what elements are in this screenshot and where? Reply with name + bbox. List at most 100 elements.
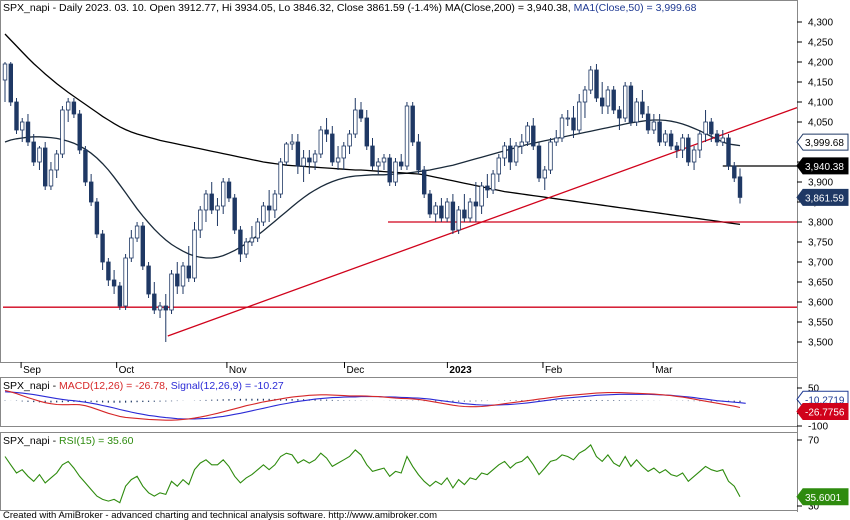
candle-up xyxy=(381,157,387,163)
candle-down xyxy=(25,121,31,143)
candle-down xyxy=(410,105,415,143)
close-badge: 3,861.59 xyxy=(796,188,849,206)
candle-up xyxy=(444,201,450,219)
ma50-badge-shape xyxy=(796,133,849,151)
time-tick-label: Feb xyxy=(545,365,563,376)
candle-up xyxy=(203,193,209,211)
rsi-tick-label: 70 xyxy=(808,436,820,447)
price-tick-label: 3,550 xyxy=(808,318,833,329)
candle-up xyxy=(347,133,352,147)
candle-down xyxy=(370,145,375,167)
candle-up xyxy=(60,109,65,155)
candle-down xyxy=(594,69,599,99)
candle-up xyxy=(697,133,702,151)
candle-down xyxy=(175,273,180,287)
candle-down xyxy=(536,145,542,179)
candle-up xyxy=(703,121,708,135)
candle-down xyxy=(628,85,634,123)
candle-up xyxy=(37,147,42,163)
macd-badge: -26.7756 xyxy=(796,402,849,420)
candle-down xyxy=(387,157,392,183)
price-tick-label: 4,300 xyxy=(808,18,833,29)
candle-down xyxy=(83,149,88,183)
candle-down xyxy=(450,201,456,231)
candle-up xyxy=(220,181,226,207)
candle-down xyxy=(71,101,77,115)
time-tick-label: Dec xyxy=(347,365,365,376)
macd-tick-label: -100 xyxy=(808,422,828,433)
candles xyxy=(2,62,743,342)
candle-up xyxy=(249,237,255,243)
price-tick-label: 4,050 xyxy=(808,118,833,129)
candle-down xyxy=(611,89,616,111)
candle-up xyxy=(651,121,657,131)
candle-up xyxy=(588,69,593,91)
rsi-line xyxy=(4,444,741,504)
candle-up xyxy=(66,101,71,111)
candle-down xyxy=(31,141,36,163)
candle-down xyxy=(186,265,191,279)
ma50-line xyxy=(4,119,741,259)
candle-down xyxy=(106,261,111,281)
candle-up xyxy=(353,109,358,135)
candle-up xyxy=(433,205,438,215)
candle-up xyxy=(404,105,410,167)
candle-down xyxy=(140,225,145,267)
candle-down xyxy=(117,285,123,307)
candle-up xyxy=(318,129,323,155)
candle-up xyxy=(519,141,524,147)
candle-up xyxy=(582,89,588,103)
rsi-header: SPX_napi - RSI(15) = 35.60 xyxy=(3,435,134,447)
candle-up xyxy=(490,173,496,191)
candle-down xyxy=(94,201,100,235)
candle-down xyxy=(111,279,117,287)
candle-down xyxy=(726,137,731,167)
price-tick-label: 4,250 xyxy=(808,38,833,49)
price-tick-label: 3,800 xyxy=(808,218,833,229)
candle-up xyxy=(720,137,725,143)
price-tick-label: 3,650 xyxy=(808,278,833,289)
candle-up xyxy=(623,85,628,119)
candle-down xyxy=(645,113,651,131)
candle-down xyxy=(307,157,312,163)
candle-up xyxy=(548,141,553,171)
candle-up xyxy=(565,117,570,120)
candle-down xyxy=(421,169,427,195)
rsi-badge-shape xyxy=(796,488,849,506)
macd-badge-shape xyxy=(796,402,849,420)
candle-down xyxy=(209,193,214,211)
trendlines xyxy=(3,106,798,337)
candle-down xyxy=(398,161,404,167)
candle-down xyxy=(324,129,329,135)
candle-down xyxy=(617,109,622,119)
candle-up xyxy=(605,89,611,107)
candle-down xyxy=(732,165,737,179)
price-tick-label: 3,600 xyxy=(808,298,833,309)
candle-up xyxy=(54,153,59,171)
ma200-badge-shape xyxy=(796,157,849,175)
candle-down xyxy=(266,205,272,211)
price-tick-label: 3,700 xyxy=(808,258,833,269)
candle-down xyxy=(8,63,13,103)
candle-up xyxy=(496,157,501,175)
macd-line xyxy=(4,389,741,421)
rsi-panel[interactable] xyxy=(0,432,798,511)
candle-down xyxy=(600,97,605,107)
candle-up xyxy=(577,101,582,131)
candle-up xyxy=(312,153,318,163)
candle-down xyxy=(163,305,168,311)
ma50-layer xyxy=(4,119,741,259)
candle-down xyxy=(226,181,232,199)
candle-down xyxy=(232,197,237,231)
candle-up xyxy=(180,265,186,287)
candle-up xyxy=(134,225,140,239)
candle-down xyxy=(14,101,19,131)
candle-up xyxy=(680,137,685,151)
price-panel[interactable] xyxy=(0,0,798,363)
candle-down xyxy=(485,185,490,191)
candle-down xyxy=(439,205,444,219)
candle-up xyxy=(525,125,530,143)
candle-up xyxy=(554,137,559,143)
candle-up xyxy=(663,133,668,143)
